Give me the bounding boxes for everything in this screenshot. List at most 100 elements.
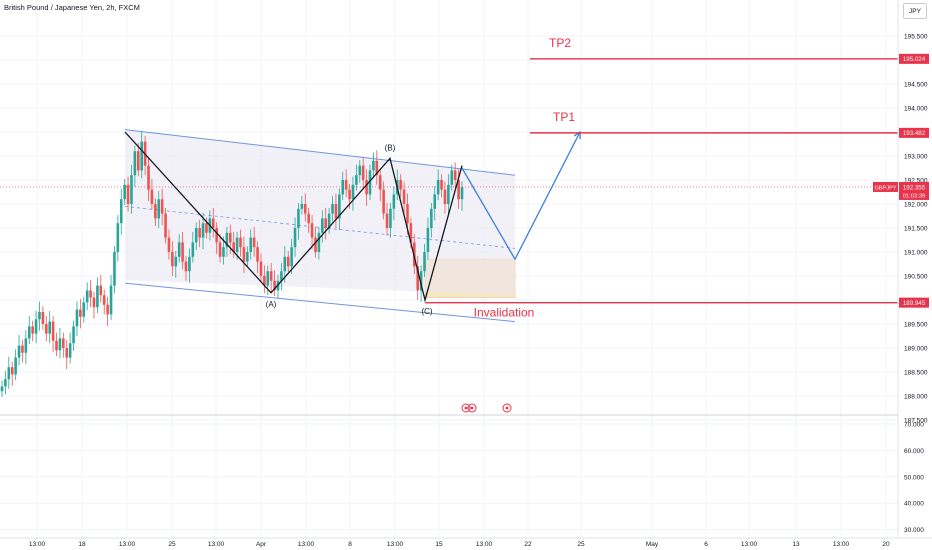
candle-body — [34, 319, 38, 334]
projection-path — [461, 131, 581, 261]
candle-body — [290, 247, 293, 267]
indicator-tick-label: 70.000 — [904, 422, 924, 429]
candle-body — [75, 309, 79, 327]
candle-body — [160, 199, 164, 214]
time-axis[interactable]: 13:00 18 13:00 25 13:00 Apr 13:00 8 13:00 15 13:00… — [29, 541, 890, 548]
candle-body — [338, 194, 341, 219]
tp1-label: TP1 — [553, 110, 575, 124]
time-tick-label: 8 — [348, 541, 352, 548]
candle-body — [392, 194, 396, 209]
channel-lower-line — [124, 282, 516, 323]
event-icon[interactable] — [467, 403, 477, 413]
candle-body — [21, 345, 24, 353]
candle-body — [310, 223, 314, 238]
price-tag-label: 189.945 — [903, 300, 926, 307]
candle-body — [154, 204, 157, 219]
candle-body — [252, 237, 256, 248]
price-tag-label: 195.024 — [903, 56, 926, 63]
candle-body — [96, 285, 99, 308]
candle-body — [65, 348, 69, 358]
candle-body — [385, 213, 389, 228]
candle-body — [242, 247, 246, 262]
candle-body — [300, 204, 304, 209]
candle-body — [68, 343, 72, 358]
candle-body — [406, 204, 409, 224]
candle-body — [423, 252, 426, 272]
candle-body — [293, 228, 297, 248]
candle-body — [266, 271, 270, 286]
candle-body — [409, 223, 413, 243]
candle-body — [457, 180, 460, 200]
time-tick-label: 13:00 — [119, 541, 136, 548]
candle-body — [92, 297, 96, 308]
indicator-axis[interactable]: 70.000 60.000 50.000 40.000 30.000 — [904, 422, 924, 535]
event-icon[interactable] — [502, 403, 512, 413]
candle-body — [14, 357, 17, 375]
candle-body — [191, 242, 195, 257]
event-icon[interactable] — [461, 403, 471, 413]
candle-body — [327, 213, 331, 228]
price-axis[interactable]: 195.500195.000194.500194.000193.500193.0… — [904, 34, 928, 425]
price-tick-label: 193.000 — [904, 154, 928, 161]
candle-body — [147, 165, 150, 190]
channel-upper-line — [124, 129, 516, 176]
candle-body — [106, 304, 109, 315]
candle-body — [24, 338, 28, 353]
time-tick-label: 25 — [577, 541, 585, 548]
price-tick-label: 188.000 — [904, 394, 928, 401]
candle-body — [198, 228, 201, 238]
price-tag — [899, 53, 929, 64]
candle-body — [443, 189, 447, 204]
candle-body — [133, 151, 137, 176]
candle-body — [365, 180, 368, 195]
candle-body — [331, 204, 334, 214]
wave-c-label: (C) — [421, 307, 432, 316]
candle-body — [167, 237, 171, 252]
candle-body — [297, 208, 300, 228]
price-tags: 195.024 193.482 189.945 GBPJPY 192.355 01:03:… — [873, 53, 929, 308]
time-tick-label: 6 — [704, 541, 708, 548]
event-icon-dot — [464, 406, 468, 410]
time-tick-label: 13:00 — [387, 541, 404, 548]
candle-body — [361, 165, 365, 180]
candle-body — [113, 252, 116, 286]
indicator-tick-label: 60.000 — [904, 448, 924, 455]
candle-body — [194, 228, 198, 243]
price-tick-label: 189.000 — [904, 346, 928, 353]
symbol-title[interactable]: British Pound / Japanese Yen, 2h, FXCM — [4, 3, 140, 12]
candle-body — [447, 184, 450, 204]
event-icons[interactable] — [461, 403, 512, 413]
candle-body — [174, 256, 178, 267]
candle-body — [38, 312, 41, 320]
candle-body — [150, 189, 154, 204]
time-tick-label: May — [646, 541, 659, 548]
candle-body — [184, 261, 188, 272]
candle-body — [55, 340, 58, 351]
price-tick-label: 195.500 — [904, 34, 928, 41]
candle-body — [286, 256, 290, 267]
candle-body — [440, 180, 443, 190]
candle-body — [157, 199, 161, 219]
last-price-tag — [899, 181, 929, 200]
candle-body — [205, 223, 208, 233]
candle-body — [351, 184, 355, 200]
price-tick-label: 191.000 — [904, 250, 928, 257]
candle-body — [188, 256, 191, 272]
candle-body — [256, 247, 259, 262]
price-tick-label: 192.000 — [904, 202, 928, 209]
candle-body — [130, 175, 133, 204]
currency-button[interactable]: JPY — [903, 3, 927, 19]
candle-body — [99, 285, 103, 296]
candle-body — [341, 180, 345, 195]
candle-body — [181, 242, 184, 262]
candle-body — [79, 309, 82, 317]
candle-body — [372, 160, 375, 171]
candle-body — [433, 194, 437, 209]
candle-body — [228, 232, 232, 243]
candles — [0, 131, 464, 397]
time-tick-label: 15 — [435, 541, 443, 548]
candle-body — [375, 160, 379, 176]
candle-body — [7, 367, 11, 380]
candle-body — [140, 141, 144, 171]
